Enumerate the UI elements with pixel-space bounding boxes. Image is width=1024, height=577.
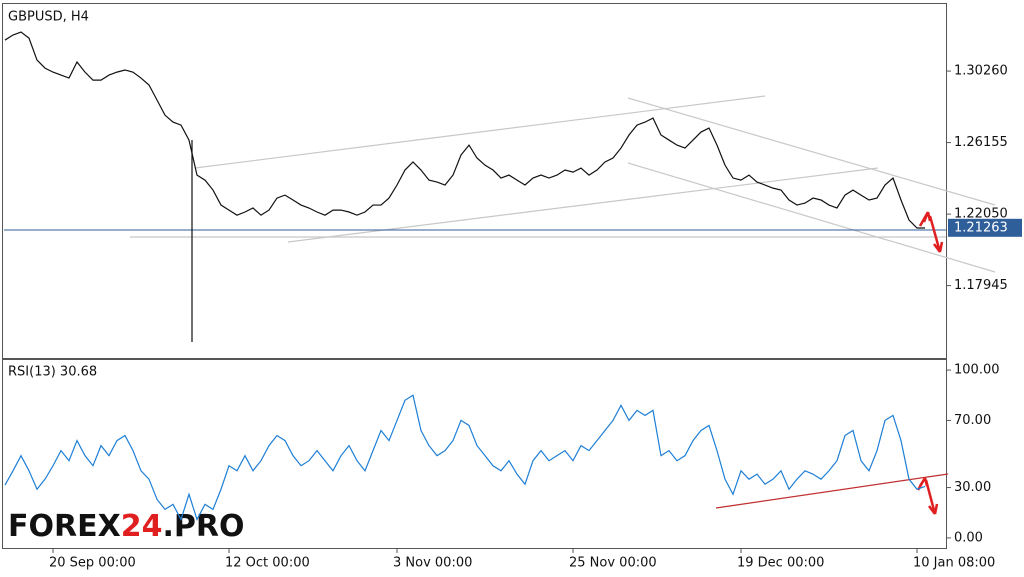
current-price-label: 1.21263	[954, 220, 1008, 235]
x-tick-label: 25 Nov 00:00	[569, 556, 657, 571]
y-tick-label: 1.30260	[954, 64, 1008, 79]
price-line	[4, 31, 925, 229]
x-tick-label: 10 Jan 08:00	[913, 556, 995, 571]
channel-line	[627, 162, 996, 273]
y-tick-label: 70.00	[954, 413, 991, 428]
x-tick-label: 3 Nov 00:00	[393, 556, 472, 571]
chart-title: GBPUSD, H4	[8, 10, 89, 25]
x-tick-label: 12 Oct 00:00	[225, 556, 310, 571]
y-tick-label: 30.00	[954, 480, 991, 495]
arrow-down	[928, 215, 944, 253]
watermark-text: FOREX	[8, 509, 121, 544]
channel-line	[194, 95, 766, 169]
rsi-pane	[2, 359, 947, 549]
price-pane	[2, 3, 947, 359]
rsi-arrow-down	[924, 479, 939, 515]
y-tick-label: 100.00	[954, 363, 1000, 378]
y-tick-label: 1.26155	[954, 135, 1008, 150]
y-tick-label: 1.17945	[954, 278, 1008, 293]
current-price-box	[948, 218, 1022, 237]
watermark-text: .PRO	[162, 509, 244, 544]
y-tick-label: 1.22050	[954, 207, 1008, 222]
y-tick-label: 0.00	[954, 530, 983, 545]
rsi-line	[4, 394, 926, 522]
x-tick-label: 19 Dec 00:00	[737, 556, 824, 571]
watermark: FOREX24.PRO	[8, 509, 244, 544]
watermark-text: 24	[121, 509, 163, 544]
channel-line	[627, 97, 996, 206]
rsi-title: RSI(13) 30.68	[8, 365, 97, 380]
x-tick-label: 20 Sep 00:00	[49, 556, 136, 571]
